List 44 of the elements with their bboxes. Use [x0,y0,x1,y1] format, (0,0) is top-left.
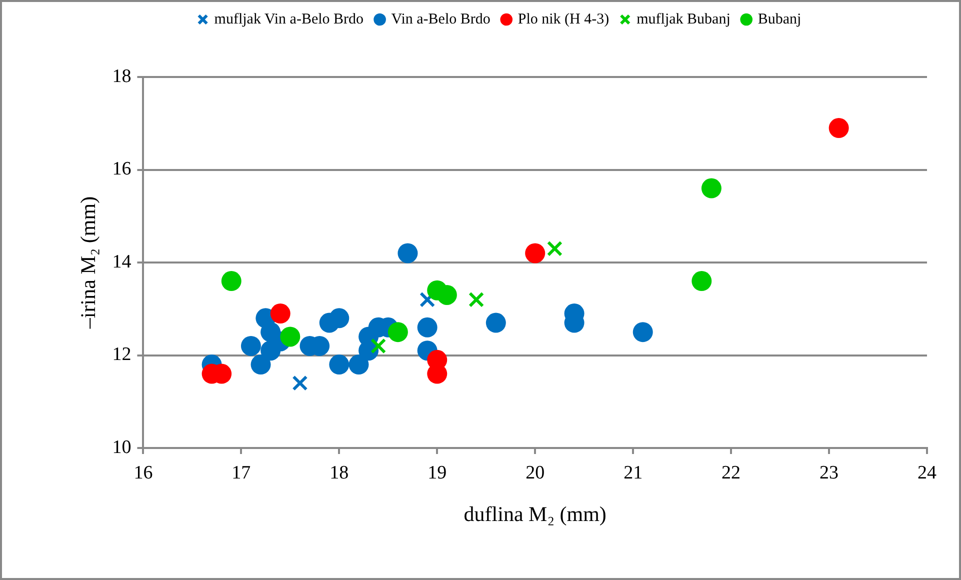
point [280,326,300,347]
point [398,243,418,264]
point [692,271,712,292]
point [329,308,350,328]
point [632,322,653,342]
y-axis-title: –irina M₂ (mm) [76,196,100,330]
point [250,354,271,375]
point [525,243,546,264]
point [329,354,350,375]
point [417,317,438,338]
point [701,178,722,198]
x-tick-label: 19 [428,462,447,484]
point [348,354,369,375]
point [240,336,261,356]
legend-label: mufljak Bubanj [636,11,730,28]
x-tick-label: 18 [330,462,349,484]
point [221,271,242,292]
x-tick-label: 22 [722,462,741,484]
x-axis-title: duflina M₂ (mm) [464,502,606,526]
legend-label: Plo nik (H 4-3) [518,11,610,28]
x-tick-label: 17 [232,462,251,484]
legend-label: Vin a-Belo Brdo [391,11,490,28]
point [486,312,506,333]
x-tick-label: 23 [820,462,839,484]
x-tick-label: 16 [134,462,153,484]
point [270,304,290,324]
y-tick-label: 18 [112,66,132,87]
x-tick-label: 24 [918,462,937,484]
y-tick-label: 16 [112,158,132,180]
point [420,292,436,308]
legend-label: Bubanj [758,11,802,28]
point [828,118,849,138]
point [388,322,408,342]
y-tick-label: 10 [112,436,132,458]
point [468,292,484,308]
point [546,240,562,256]
legend-label: mufljak Vin a-Belo Brdo [214,11,364,28]
y-tick-label: 14 [112,251,132,272]
x-tick-label: 21 [624,462,643,484]
point [436,284,457,305]
y-tick-label: 12 [112,344,132,366]
point [292,375,308,391]
x-tick-label: 20 [526,462,545,484]
point [370,338,386,354]
